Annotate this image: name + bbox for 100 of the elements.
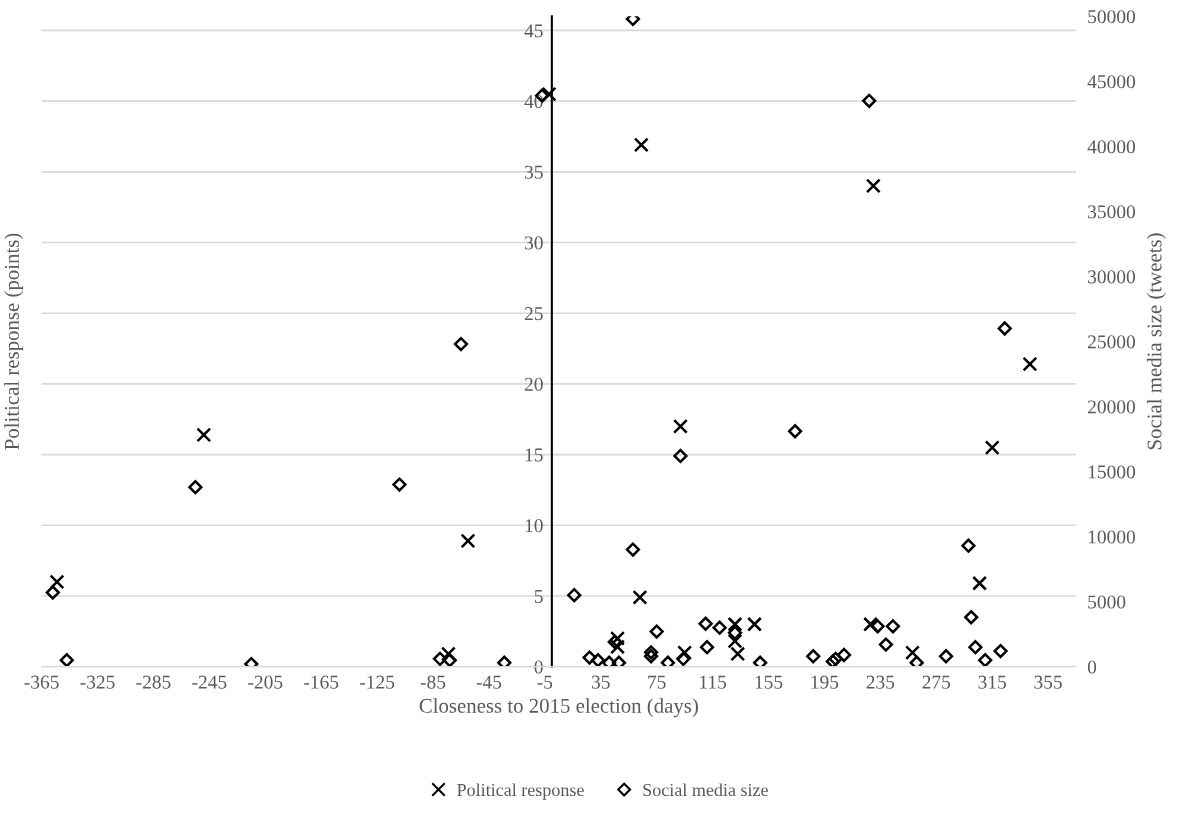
legend-label: Social media size bbox=[643, 783, 768, 797]
x-axis-title: Closeness to 2015 election (days) bbox=[419, 698, 698, 718]
legend-label: Political response bbox=[457, 783, 584, 800]
x-tick-label: -205 bbox=[248, 675, 283, 689]
point bbox=[188, 480, 203, 495]
y2-axis-title: Social media size (tweets) bbox=[1146, 233, 1166, 450]
y2-tick-label: 15000 bbox=[1088, 465, 1136, 479]
point bbox=[870, 619, 885, 634]
point bbox=[862, 93, 877, 109]
point bbox=[968, 640, 983, 655]
point bbox=[993, 643, 1008, 659]
x-tick-label: 235 bbox=[866, 675, 895, 689]
point bbox=[836, 647, 852, 663]
x-tick-label: 275 bbox=[922, 675, 951, 689]
point bbox=[747, 616, 763, 632]
point bbox=[49, 574, 65, 590]
point bbox=[643, 645, 659, 660]
point bbox=[787, 424, 803, 439]
x-tick-label: -325 bbox=[80, 675, 115, 689]
point bbox=[625, 542, 641, 557]
x-tick-label: 155 bbox=[755, 675, 783, 689]
point bbox=[607, 634, 622, 650]
x-tick-label: 75 bbox=[648, 675, 666, 689]
point bbox=[698, 616, 713, 631]
y-axis-title: Political response (points) bbox=[4, 233, 24, 450]
point bbox=[442, 653, 457, 667]
x-tick-label: -45 bbox=[476, 675, 502, 689]
x-tick-label: -245 bbox=[192, 675, 227, 689]
point bbox=[727, 633, 743, 649]
y2-tick-label: 35000 bbox=[1088, 205, 1136, 219]
y-tick-label: 5 bbox=[534, 589, 543, 603]
point bbox=[643, 649, 659, 664]
x-tick-label: -165 bbox=[304, 675, 339, 689]
y2-tick-label: 25000 bbox=[1088, 335, 1136, 349]
point bbox=[677, 645, 693, 661]
y2-tick-label: 50000 bbox=[1088, 10, 1136, 24]
point bbox=[964, 610, 979, 625]
y2-tick-label: 45000 bbox=[1087, 75, 1136, 89]
point bbox=[673, 448, 688, 464]
y2-tick-label: 30000 bbox=[1088, 270, 1136, 284]
point bbox=[45, 585, 60, 600]
x-tick-label: -125 bbox=[360, 675, 395, 689]
y2-tick-label: 0 bbox=[1087, 660, 1097, 674]
point bbox=[497, 655, 512, 667]
point bbox=[984, 440, 1000, 456]
x-tick-label: 355 bbox=[1034, 675, 1062, 689]
point bbox=[730, 646, 746, 662]
point bbox=[541, 86, 557, 102]
point bbox=[978, 653, 993, 667]
y-tick-label: 15 bbox=[525, 448, 543, 462]
y-tick-label: 35 bbox=[524, 165, 543, 179]
point bbox=[727, 616, 743, 632]
point bbox=[611, 655, 627, 667]
point bbox=[727, 625, 743, 640]
y2-tick-label: 20000 bbox=[1088, 400, 1136, 414]
point bbox=[938, 649, 954, 664]
point bbox=[672, 418, 688, 434]
point bbox=[196, 427, 212, 443]
x-tick-label: -85 bbox=[420, 675, 446, 689]
point bbox=[961, 538, 976, 553]
y2-tick-label: 10000 bbox=[1088, 530, 1136, 544]
y-tick-label: 20 bbox=[524, 377, 543, 391]
point bbox=[863, 616, 879, 632]
x-tick-label: 315 bbox=[978, 675, 1006, 689]
point bbox=[997, 321, 1012, 336]
point bbox=[453, 336, 469, 352]
point bbox=[752, 655, 768, 667]
point bbox=[59, 653, 74, 667]
point bbox=[460, 533, 476, 549]
y-tick-label: 10 bbox=[525, 519, 543, 533]
point bbox=[610, 639, 626, 655]
point bbox=[909, 655, 924, 667]
y-tick-label: 30 bbox=[524, 236, 543, 250]
point bbox=[610, 630, 626, 646]
point bbox=[699, 640, 715, 655]
point bbox=[972, 575, 988, 591]
point bbox=[885, 619, 901, 634]
x-tick-label: 35 bbox=[591, 675, 610, 689]
point bbox=[432, 651, 448, 667]
point bbox=[440, 646, 456, 662]
x-tick-label: -5 bbox=[537, 675, 553, 689]
point bbox=[649, 624, 664, 639]
x-tick-label: -285 bbox=[136, 675, 171, 689]
point bbox=[676, 651, 691, 667]
point bbox=[392, 477, 407, 492]
point bbox=[660, 655, 676, 667]
point bbox=[633, 137, 649, 153]
point bbox=[904, 645, 920, 661]
point bbox=[602, 655, 617, 667]
x-tick-label: 115 bbox=[700, 675, 727, 689]
x-tick-label: -365 bbox=[24, 675, 59, 689]
y-tick-label: 45 bbox=[524, 24, 543, 38]
y2-tick-label: 40000 bbox=[1087, 140, 1136, 154]
x-tick-label: 195 bbox=[811, 675, 839, 689]
point bbox=[567, 587, 582, 603]
point bbox=[806, 649, 821, 664]
point bbox=[712, 620, 727, 635]
point bbox=[632, 589, 648, 605]
y-tick-label: 25 bbox=[524, 307, 543, 321]
point bbox=[878, 637, 894, 652]
